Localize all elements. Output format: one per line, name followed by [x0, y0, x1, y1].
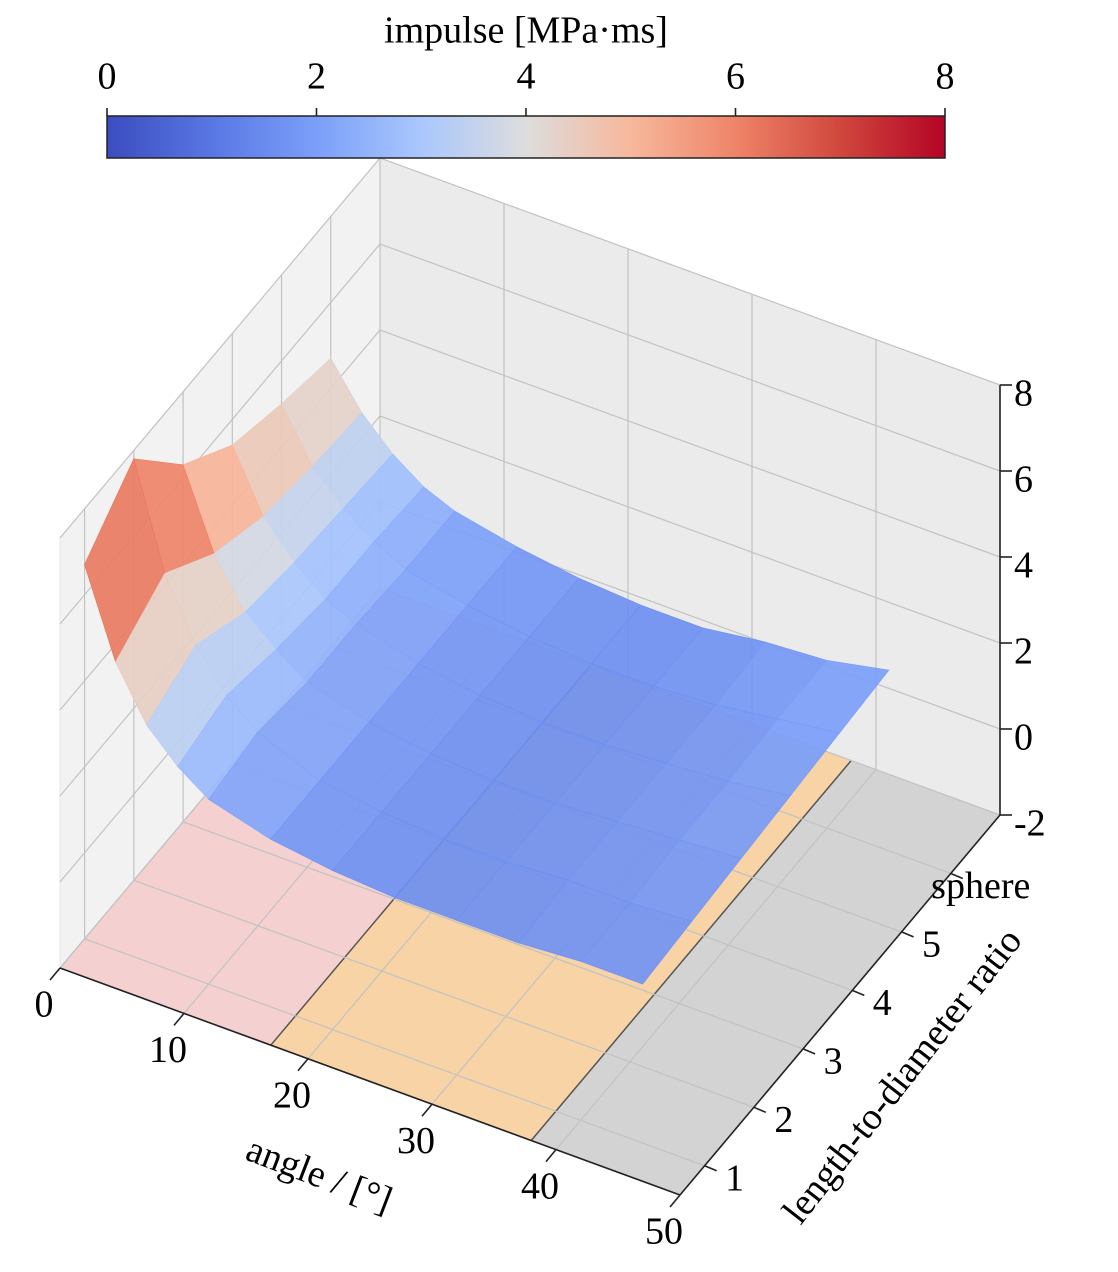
x-tick — [297, 1058, 309, 1072]
y-axis — [679, 814, 1001, 1196]
y-tick-label: 4 — [873, 982, 892, 1024]
colorbar-tick-label: 2 — [307, 56, 326, 98]
x-tick-label: 30 — [397, 1120, 435, 1162]
floor-region — [531, 760, 1000, 1195]
z-tick-label: 4 — [1014, 545, 1033, 587]
colorbar-tick-label: 6 — [726, 56, 745, 98]
z-tick-label: 2 — [1014, 631, 1033, 673]
colorbar — [106, 115, 946, 159]
x-tick-label: 50 — [645, 1211, 683, 1253]
x-tick — [421, 1103, 433, 1117]
grid-line — [555, 769, 877, 1150]
y-tick-label: sphere — [931, 865, 1030, 907]
grid-line — [379, 329, 1001, 558]
z-tick-label: 6 — [1014, 459, 1033, 501]
y-tick — [802, 1048, 816, 1055]
y-tick — [753, 1106, 767, 1114]
colorbar-label: impulse [MPa·ms] — [384, 10, 668, 52]
colorbar-tick-label: 8 — [936, 56, 955, 98]
z-tick-label: 0 — [1014, 717, 1033, 759]
y-tick-label: 3 — [824, 1041, 843, 1083]
grid-line — [59, 157, 381, 539]
x-tick-label: 0 — [35, 984, 54, 1026]
y-tick — [950, 872, 964, 880]
z-tick-label: 8 — [1014, 373, 1033, 415]
grid-line — [379, 243, 1001, 472]
region-border — [530, 760, 852, 1142]
y-tick-label: 2 — [774, 1099, 793, 1141]
x-tick-label: 10 — [149, 1029, 187, 1071]
x-tick — [173, 1012, 185, 1026]
grid-line — [133, 879, 755, 1108]
x-tick — [545, 1149, 557, 1163]
grid-line — [379, 157, 1001, 386]
x-tick — [669, 1194, 681, 1208]
colorbar-tick-label: 4 — [517, 56, 536, 98]
y-tick — [851, 989, 865, 997]
grid-line — [182, 821, 804, 1050]
y-tick — [901, 931, 914, 938]
grid-line — [379, 415, 1001, 644]
z-tick-label: -2 — [1014, 803, 1046, 845]
x-tick — [49, 967, 61, 981]
surface-facet — [579, 902, 693, 985]
colorbar-tick-label: 0 — [98, 56, 117, 98]
grid-line — [84, 938, 705, 1167]
y-tick — [704, 1165, 717, 1172]
x-tick-label: 20 — [273, 1075, 311, 1117]
x-tick-label: 40 — [521, 1165, 559, 1207]
x-axis — [59, 967, 681, 1196]
y-tick-label: 1 — [725, 1157, 744, 1199]
y-tick-label: 5 — [922, 924, 941, 966]
